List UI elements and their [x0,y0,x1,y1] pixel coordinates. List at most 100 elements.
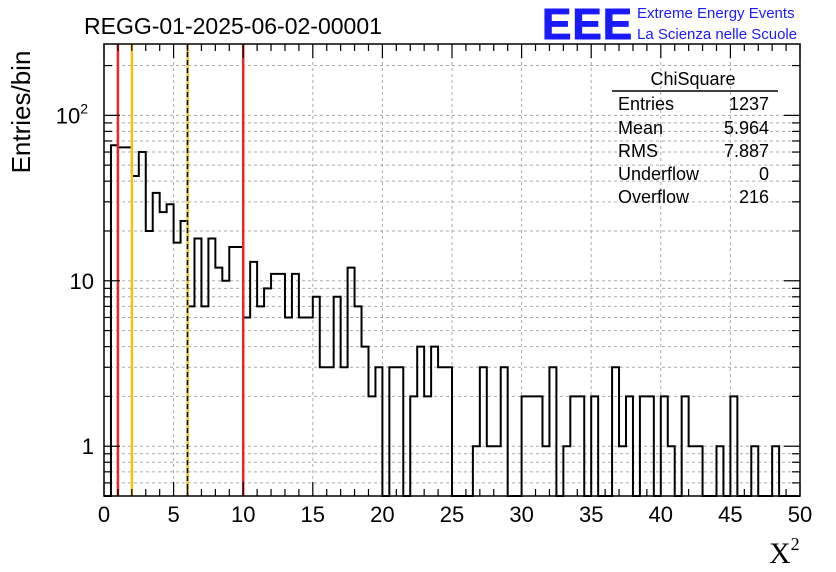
histogram-outline [104,144,800,497]
histogram-bin [348,268,355,496]
histogram-bin [174,243,181,496]
histogram-bin [619,446,626,496]
stats-value-mean: 5.964 [724,118,769,138]
histogram-bin [201,306,208,496]
histogram-bin [480,367,487,496]
histogram-bin [264,288,271,496]
x-axis-title-exp: 2 [791,534,800,554]
histogram-bin [730,396,737,496]
histogram-bin [424,396,431,496]
histogram-bin [355,306,362,496]
stats-box: ChiSquare Entries 1237 Mean 5.964 RMS 7.… [612,69,778,207]
histogram-bin [167,204,174,496]
stats-value-underflow: 0 [759,164,769,184]
x-tick-label: 35 [579,502,603,527]
histogram-bin [438,367,445,496]
histogram-bin [375,367,382,496]
stats-value-overflow: 216 [739,187,769,207]
histogram-bin [696,446,703,496]
x-tick-label: 50 [788,502,812,527]
y-axis-ticks: 1 10 102 [56,64,800,497]
histogram-bin [153,193,160,496]
y-tick-label-base: 10 [70,269,94,294]
histogram-bin [417,347,424,496]
histogram-bin [431,347,438,496]
x-axis-ticks: 0 5 10 15 20 25 30 35 40 45 50 [98,44,812,527]
histogram-bin [334,297,341,496]
histogram-bin [160,212,167,496]
histogram-bin [549,367,556,496]
histogram-bin [396,367,403,496]
stats-label-mean: Mean [618,118,663,138]
histogram-bin [341,367,348,496]
eee-logo: EEE Extreme Energy Events La Scienza nel… [542,0,798,50]
histogram-bin [716,446,723,496]
histogram-bin [313,297,320,496]
cut-lines [116,44,245,496]
histogram-bin [410,396,417,496]
logo-line1: Extreme Energy Events [637,5,795,22]
logo-mark: EEE [542,0,633,49]
histogram-bin [292,274,299,496]
histogram-bin [563,446,570,496]
histogram-bin [445,367,452,496]
x-tick-label: 45 [718,502,742,527]
histogram-bin [306,317,313,496]
stats-label-rms: RMS [618,141,658,161]
histogram-bin [194,239,201,496]
histogram-bin [668,446,675,496]
y-tick-label: 102 [56,100,88,128]
histogram-bin [139,152,146,496]
x-tick-label: 0 [98,502,110,527]
histogram-bin [647,396,654,496]
histogram-bin [473,446,480,496]
x-tick-label: 10 [231,502,255,527]
histogram-bin [640,396,647,496]
histogram-bin [612,367,619,496]
y-tick-label: 10 [70,269,94,294]
histogram-bin [577,396,584,496]
stats-value-entries: 1237 [729,94,769,114]
y-axis-title: Entries/bin [6,51,36,174]
histogram-bin [522,396,529,496]
histogram-bin [542,446,549,496]
histogram-bin [689,446,696,496]
histogram-bin [501,367,508,496]
chart-title: REGG-01-2025-06-02-00001 [84,13,382,39]
histogram-bin [368,396,375,496]
x-tick-label: 15 [301,502,325,527]
histogram-bin [362,347,369,496]
y-tick-label-exp: 2 [80,100,88,116]
x-tick-label: 5 [167,502,179,527]
x-tick-label: 20 [370,502,394,527]
x-tick-label: 30 [509,502,533,527]
histogram-bin [257,306,264,496]
histogram-bin [591,396,598,496]
histogram-bin [146,231,153,496]
histogram-bin [626,396,633,496]
y-tick-label-base: 1 [82,434,94,459]
x-axis-title: X2 [769,534,800,570]
histogram-bin [487,446,494,496]
histogram-bin [285,317,292,496]
histogram-bin [751,446,758,496]
x-tick-label: 40 [649,502,673,527]
x-tick-label: 25 [440,502,464,527]
stats-label-entries: Entries [618,94,674,114]
histogram-bin [299,317,306,496]
histogram-bin [278,274,285,496]
histogram-bin [208,239,215,496]
histogram-bin [494,446,501,496]
histogram-bin [271,274,278,496]
histogram-bin [661,396,668,496]
histogram-bin [320,367,327,496]
stats-header: ChiSquare [650,69,735,89]
x-axis-title-base: X [769,537,791,570]
histogram-bin [570,396,577,496]
histogram-bin [529,396,536,496]
histogram-bin [536,396,543,496]
logo-line2: La Scienza nelle Scuole [637,26,797,43]
histogram-bin [682,396,689,496]
histogram-bin [229,247,236,496]
